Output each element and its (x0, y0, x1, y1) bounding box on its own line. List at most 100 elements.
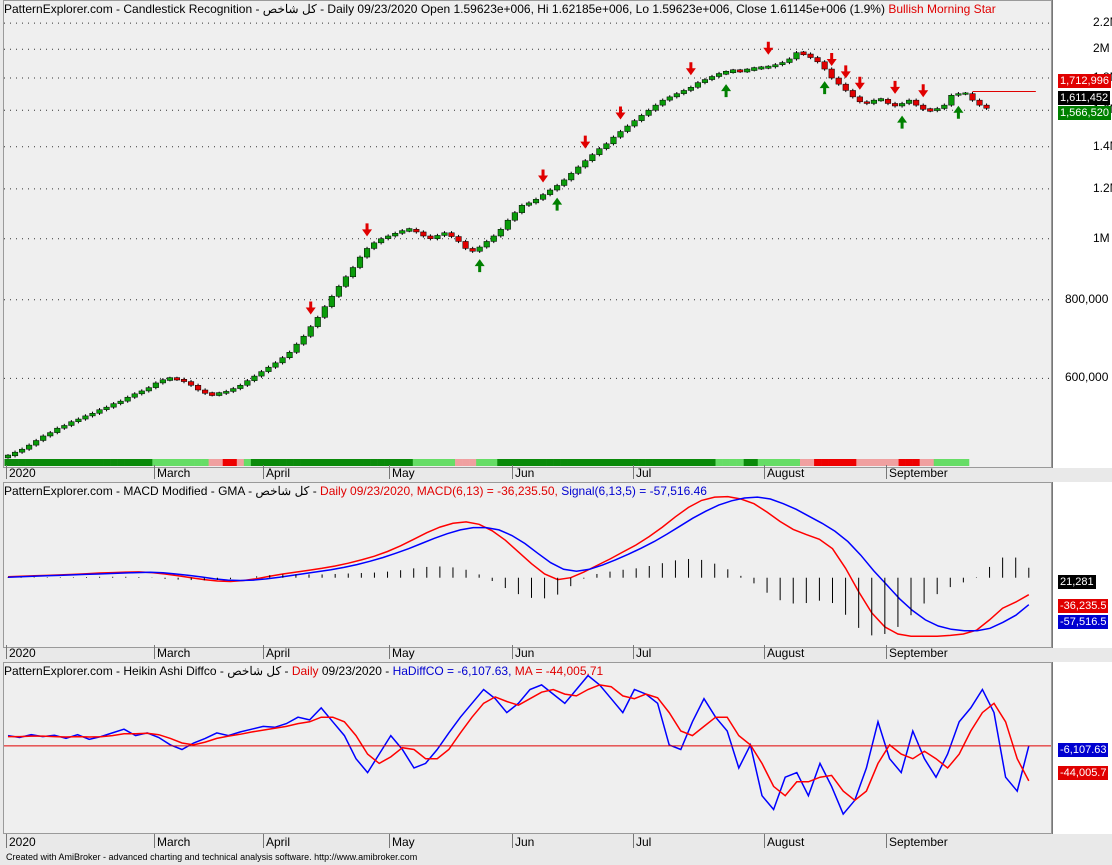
macd-plot-area[interactable] (3, 482, 1052, 648)
trend-bar-segment (18, 459, 26, 466)
month-label: March (157, 835, 191, 849)
candle-body (138, 390, 145, 395)
trend-bar-segment (638, 459, 646, 466)
bullish-arrow (721, 84, 732, 98)
trend-bar-segment (553, 459, 561, 466)
candle-body (96, 409, 103, 414)
trend-bar-segment (659, 459, 667, 466)
month-tick (389, 465, 390, 479)
bearish-arrow (840, 65, 851, 79)
month-tick (263, 465, 264, 479)
trend-bar-segment (335, 459, 343, 466)
bearish-arrow (685, 62, 696, 76)
trend-bar-segment (680, 459, 688, 466)
trend-bar-segment (117, 459, 125, 466)
candle-body (26, 444, 33, 450)
price-axis-tick: 800,000 (1065, 291, 1109, 306)
trend-bar-segment (462, 459, 470, 466)
price-axis-tick: 1.4M (1093, 138, 1112, 153)
trend-bar-segment (4, 459, 12, 466)
trend-bar-segment (264, 459, 273, 466)
trend-bar-segment (687, 459, 695, 466)
candle-body (342, 276, 349, 287)
bearish-arrow (890, 80, 901, 94)
trend-bar-segment (708, 459, 716, 466)
bearish-arrow (538, 169, 549, 183)
candle-body (603, 143, 610, 149)
candle-body (983, 104, 990, 109)
trend-bar-segment (588, 459, 597, 466)
candle-body (399, 230, 406, 234)
trend-bar-segment (849, 459, 857, 466)
price-plot-area[interactable] (3, 0, 1052, 468)
series-line-signal (7, 496, 1030, 632)
candle-body (349, 267, 357, 278)
trend-bar-segment (96, 459, 104, 466)
month-label: August (767, 466, 805, 480)
candle-body (434, 235, 441, 239)
price-axis-tick: 1.2M (1093, 180, 1112, 195)
trend-bar-segment (426, 459, 435, 466)
candle-body (117, 400, 124, 404)
candle-body (786, 58, 793, 63)
trend-bar-segment (208, 459, 216, 466)
trend-bar-segment (814, 459, 822, 466)
candle-body (321, 306, 328, 318)
candle-body (152, 382, 159, 388)
bearish-arrow (826, 52, 837, 66)
candle-body (40, 435, 47, 441)
trend-bar-segment (46, 459, 55, 466)
candle-body (856, 96, 863, 103)
month-tick (154, 645, 155, 659)
trend-bar-segment (919, 459, 928, 466)
diffco-plot-area[interactable] (3, 662, 1052, 834)
trend-bar-segment (483, 459, 491, 466)
trend-bar-segment (546, 459, 554, 466)
trend-bar-segment (778, 459, 787, 466)
month-tick (389, 645, 390, 659)
trend-bar-segment (490, 459, 498, 466)
candle-body (758, 66, 765, 70)
candle-body (884, 99, 892, 104)
candle-body (469, 248, 476, 252)
month-tick (633, 645, 634, 659)
candle-body (800, 51, 807, 56)
trend-bar-segment (884, 459, 892, 466)
candle-body (363, 248, 371, 258)
trend-bar-segment (764, 459, 773, 466)
diffco-pane-title: PatternExplorer.com - Heikin Ashi Diffco… (4, 664, 603, 678)
trend-bar-segment (729, 459, 737, 466)
trend-bar-segment (74, 459, 83, 466)
candle-body (617, 131, 624, 138)
month-tick (633, 834, 634, 848)
candle-body (490, 235, 497, 242)
trend-bar-segment (131, 459, 139, 466)
candle-body (314, 317, 321, 327)
month-label: 2020 (9, 646, 36, 660)
candle-body (814, 57, 821, 63)
trend-bar-segment (60, 459, 69, 466)
trend-bar-segment (215, 459, 224, 466)
trend-bar-segment (377, 459, 385, 466)
candle-body (539, 194, 547, 200)
candle-body (511, 212, 518, 221)
trend-bar-segment (518, 459, 526, 466)
candle-body (927, 108, 934, 112)
candle-body (47, 432, 54, 437)
month-tick (886, 834, 887, 848)
candle-body (216, 392, 223, 396)
trend-bar-segment (835, 459, 843, 466)
candle-body (828, 68, 835, 79)
pattern-name: Bullish Morning Star (888, 2, 996, 16)
candle-body (652, 104, 659, 111)
macd-title-a: PatternExplorer.com - MACD Modified - GM… (4, 484, 321, 498)
trend-bar-segment (455, 459, 463, 466)
trend-bar-segment (11, 459, 19, 466)
candle-body (110, 403, 117, 408)
candle-body (209, 392, 216, 396)
trend-bar-segment (419, 459, 428, 466)
candle-body (223, 391, 230, 394)
candle-body (779, 62, 786, 65)
candle-body (941, 104, 948, 109)
